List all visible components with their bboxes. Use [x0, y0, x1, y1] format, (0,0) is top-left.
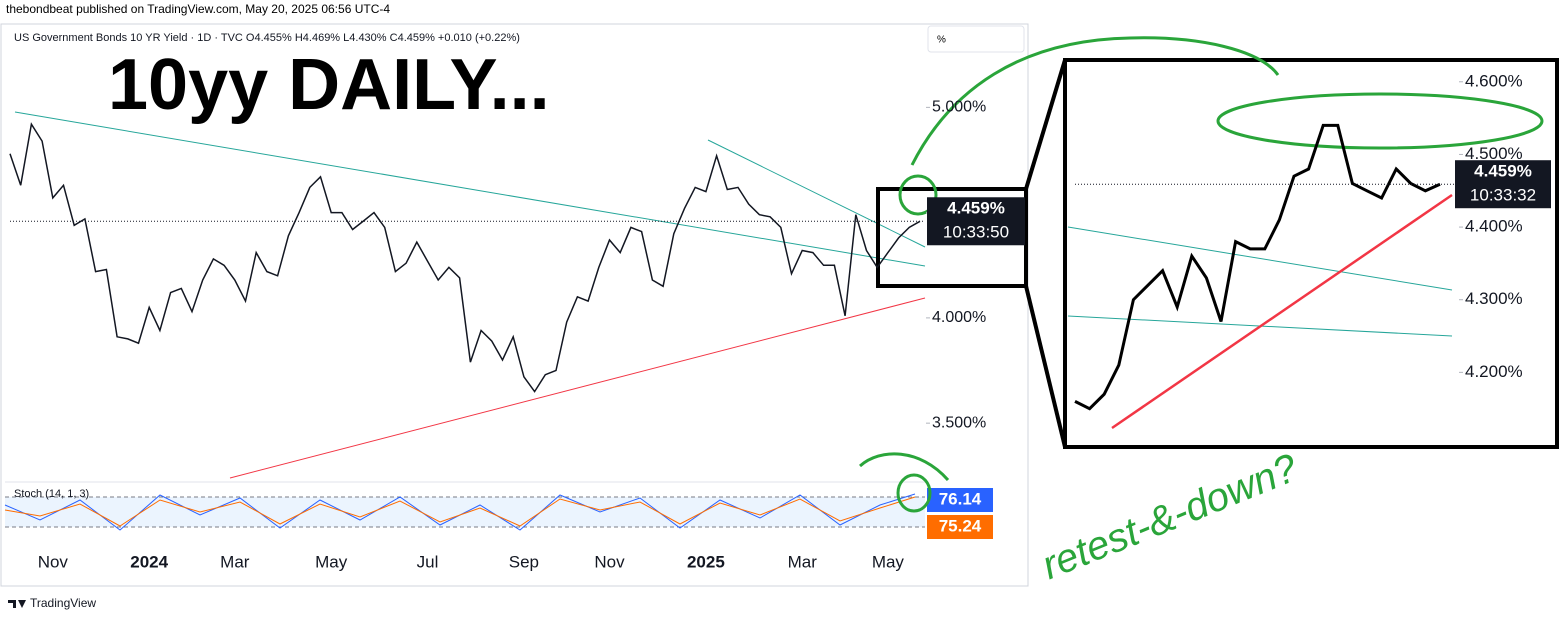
- footer-logo: [8, 600, 26, 608]
- price-box: [927, 197, 1025, 246]
- arrow-annotation: [858, 452, 950, 481]
- handwritten-note: retest-&-down?: [1036, 445, 1305, 588]
- y-tick-label: 3.500%: [932, 414, 986, 431]
- y-tick-label: 4.500%: [1465, 144, 1523, 163]
- x-tick-label: 2025: [687, 552, 725, 571]
- x-tick-label: Nov: [594, 552, 625, 571]
- zoom-source: [876, 187, 1028, 288]
- circle-annotation: [896, 473, 932, 513]
- y-tick-label: 4.600%: [1465, 71, 1523, 90]
- y-tick-label: 5.000%: [932, 99, 986, 116]
- symbol-line: US Government Bonds 10 YR Yield · 1D · T…: [14, 32, 520, 44]
- arrow-annotation: [910, 36, 1280, 166]
- x-tick-label: May: [315, 552, 348, 571]
- circle-annotation: [898, 174, 938, 216]
- stoch-k-label: 76.14: [939, 489, 982, 508]
- y-tick-label: 4.300%: [1465, 289, 1523, 308]
- x-tick-label: May: [872, 552, 905, 571]
- y-tick-label: 4.000%: [932, 309, 986, 326]
- trendline: [1067, 226, 1453, 291]
- trendline: [707, 139, 926, 248]
- x-tick-label: Jul: [417, 552, 439, 571]
- x-tick-label: Mar: [220, 552, 250, 571]
- zoom-connector: [1024, 59, 1067, 190]
- trendline: [229, 297, 926, 479]
- trendline: [14, 111, 926, 267]
- zoom-inset: [1063, 58, 1559, 449]
- price-box: [1455, 160, 1551, 209]
- x-tick-label: Nov: [38, 552, 69, 571]
- unit-box: [927, 25, 1025, 53]
- x-tick-label: Mar: [788, 552, 818, 571]
- ellipse-annotation: [1216, 92, 1544, 150]
- price-line: [1074, 123, 1441, 411]
- countdown-label: 10:33:32: [1470, 186, 1536, 205]
- footer-brand: TradingView: [30, 596, 96, 610]
- stoch-k-box: [927, 488, 993, 512]
- stoch-title: Stoch (14, 1, 3): [14, 488, 89, 500]
- unit-box-text: %: [937, 35, 946, 46]
- stoch-d: [4, 496, 916, 527]
- published-line: thebondbeat published on TradingView.com…: [6, 2, 390, 16]
- price-label: 4.459%: [947, 199, 1005, 218]
- zoom-connector: [1024, 285, 1067, 448]
- price-line: [9, 122, 921, 393]
- x-tick-label: 2024: [130, 552, 168, 571]
- y-tick-label: 4.400%: [1465, 217, 1523, 236]
- chart-frame: [0, 23, 1029, 587]
- trendline: [1111, 193, 1453, 430]
- price-label: 4.459%: [1474, 162, 1532, 181]
- chart-title: 10yy DAILY...: [108, 45, 550, 125]
- y-tick-label: 4.200%: [1465, 362, 1523, 381]
- stoch-d-box: [927, 515, 993, 539]
- stoch-d-label: 75.24: [939, 516, 982, 535]
- countdown-label: 10:33:50: [943, 223, 1009, 242]
- x-tick-label: Sep: [509, 552, 539, 571]
